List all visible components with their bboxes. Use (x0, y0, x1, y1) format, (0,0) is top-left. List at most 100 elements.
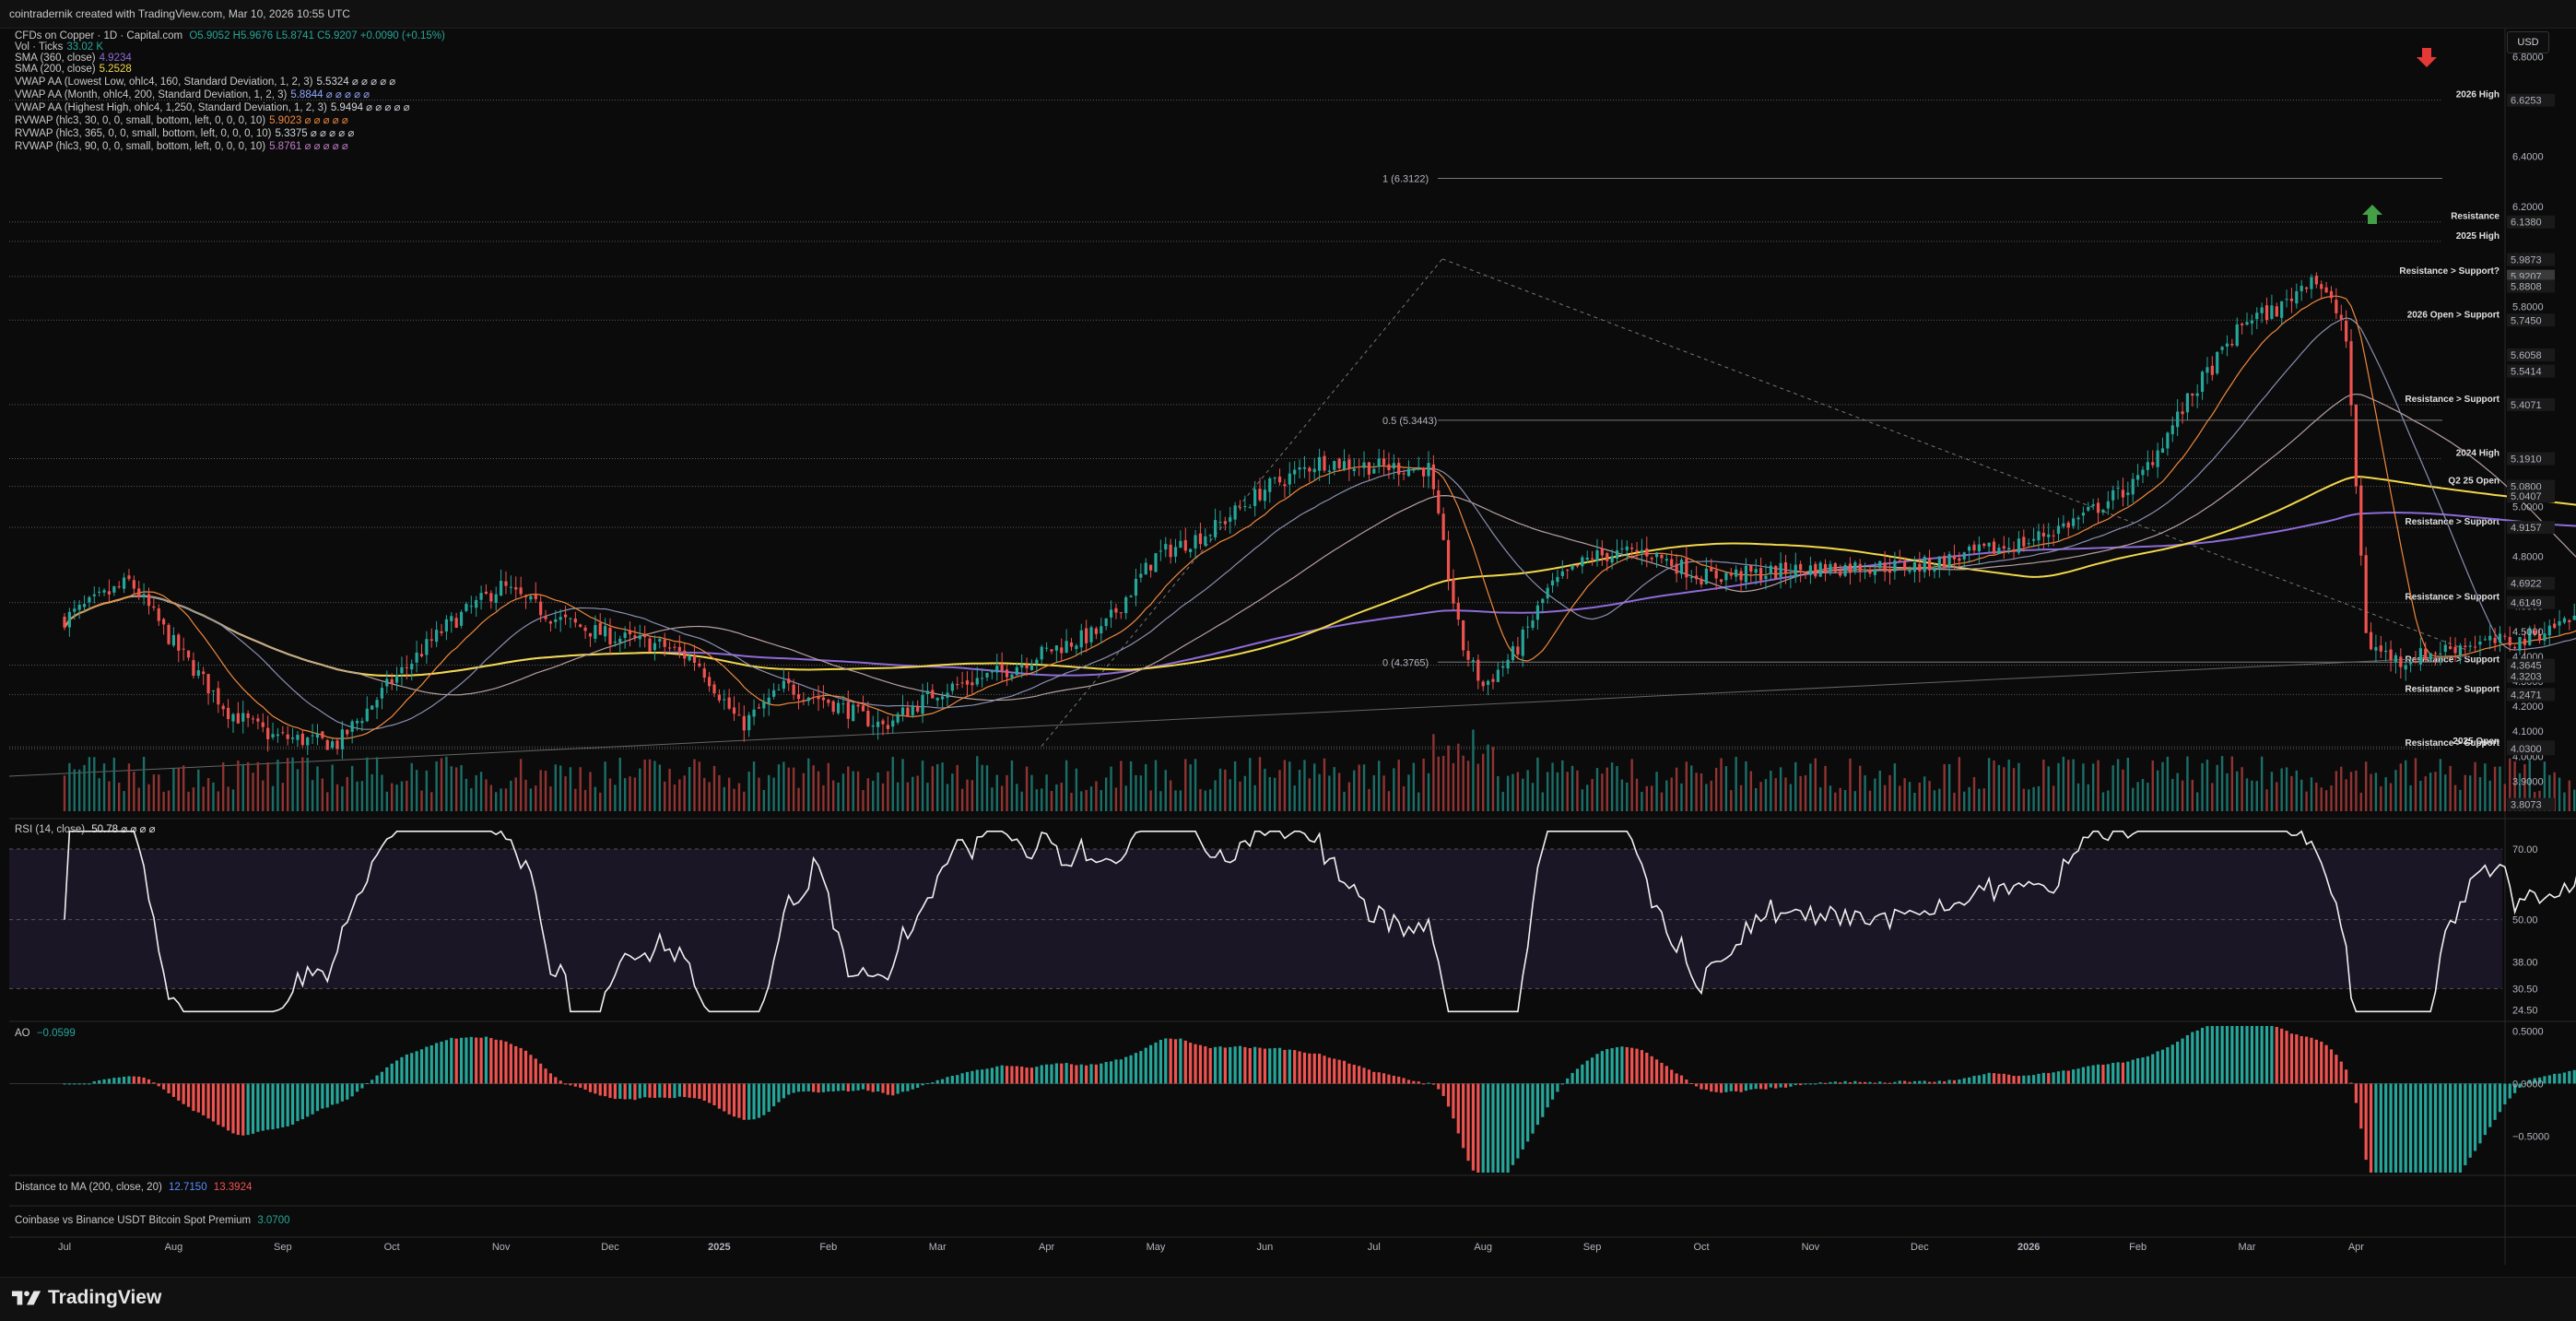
candle-body (1749, 565, 1753, 572)
indicator-row[interactable]: SMA (200, close) 5.2528 (15, 64, 445, 75)
indicator-row[interactable]: RVWAP (hlc3, 90, 0, 0, small, bottom, le… (15, 139, 445, 152)
ao-bar (469, 1036, 473, 1084)
volume-bar (2122, 769, 2124, 811)
volume-bar (1645, 785, 1648, 811)
volume-bar (266, 761, 269, 811)
ao-bar (454, 1038, 458, 1084)
indicator-row[interactable]: RVWAP (hlc3, 365, 0, 0, small, bottom, l… (15, 126, 445, 139)
candle-body (1933, 568, 1936, 572)
candle-body (1654, 552, 1659, 558)
volume-bar (460, 765, 463, 811)
candle-body (1402, 473, 1406, 475)
candle-body (608, 627, 612, 645)
candle-body (1159, 550, 1162, 552)
volume-bar (2186, 756, 2189, 811)
candle-body (856, 704, 860, 707)
candle-body (350, 721, 354, 732)
candle-body (1189, 548, 1193, 552)
trendline (8, 655, 2471, 777)
ao-bar (1169, 1038, 1172, 1084)
indicator-row[interactable]: VWAP AA (Lowest Low, ohlc4, 160, Standar… (15, 75, 445, 88)
volume-bar (385, 791, 389, 811)
tradingview-logo[interactable]: TradingView (11, 1287, 161, 1309)
volume-bar (2359, 792, 2362, 811)
candle-body (2121, 489, 2125, 498)
legend-title-row[interactable]: CFDs on Copper · 1D · Capital.com O5.905… (15, 30, 445, 41)
volume-bar (1700, 773, 1703, 811)
ao-bar (92, 1080, 96, 1084)
candle-body (1437, 489, 1441, 513)
candle-body (2062, 523, 2065, 527)
volume-bar (2226, 773, 2229, 811)
date-tick-label: Dec (601, 1242, 619, 1253)
candle-body (2409, 662, 2413, 665)
ao-bar (772, 1083, 776, 1107)
candle-body (2394, 655, 2398, 663)
ao-bar (1069, 1064, 1074, 1084)
volume-bar (1377, 761, 1381, 811)
ao-bar (1134, 1053, 1138, 1084)
candle-body (1238, 507, 1242, 509)
volume-bar (2419, 780, 2422, 811)
ao-bar (152, 1082, 156, 1084)
indicator-row[interactable]: VWAP AA (Month, ohlc4, 200, Standard Dev… (15, 88, 445, 100)
candle-body (1893, 560, 1897, 572)
rsi-legend[interactable]: RSI (14, close) 50.78 ⌀ ⌀ ⌀ ⌀ (15, 822, 156, 835)
volume-bar (1804, 775, 1807, 811)
ao-legend[interactable]: AO −0.0599 (15, 1028, 76, 1039)
candle-body (1664, 559, 1668, 561)
ao-bar (296, 1083, 300, 1122)
candle-body (554, 619, 558, 622)
candle-body (1710, 567, 1713, 572)
candle-body (534, 594, 537, 600)
indicator-row[interactable]: Vol · Ticks 33.02 K (15, 41, 445, 53)
ao-bar (1119, 1059, 1123, 1084)
volume-bar (2488, 780, 2491, 811)
candle-body (2345, 320, 2348, 342)
indicator-row[interactable]: VWAP AA (Highest High, ohlc4, 1,250, Sta… (15, 100, 445, 113)
ao-bar (2230, 1026, 2234, 1084)
candle-body (2503, 635, 2507, 637)
candle-body (266, 727, 270, 739)
premium-legend[interactable]: Coinbase vs Binance USDT Bitcoin Spot Pr… (15, 1215, 290, 1226)
candle-body (77, 604, 81, 610)
candle-body (946, 692, 949, 698)
volume-bar (1958, 757, 1961, 811)
indicator-row[interactable]: SMA (360, close) 4.9234 (15, 53, 445, 64)
ao-bar (1729, 1083, 1733, 1091)
ao-bar (331, 1083, 335, 1105)
price-label-box (2507, 797, 2555, 811)
indicator-value: 5.8844 ⌀ ⌀ ⌀ ⌀ ⌀ (290, 89, 371, 100)
volume-bar (841, 773, 845, 811)
candle-body (539, 601, 543, 616)
price-label: 5.0407 (2511, 491, 2542, 502)
volume-bar (2201, 762, 2204, 811)
ao-bar (2151, 1054, 2155, 1084)
ao-bar (1312, 1053, 1316, 1084)
indicator-row[interactable]: RVWAP (hlc3, 30, 0, 0, small, bottom, le… (15, 113, 445, 126)
ao-bar (2468, 1083, 2472, 1158)
ao-bar (1968, 1077, 1971, 1084)
candle-body (1481, 681, 1485, 687)
currency-button[interactable]: USD (2507, 31, 2549, 53)
distance-legend[interactable]: Distance to MA (200, close, 20) 12.7150 … (15, 1182, 252, 1193)
volume-bar (1169, 780, 1172, 811)
ao-bar (1546, 1083, 1549, 1108)
volume-bar (1586, 784, 1589, 811)
volume-bar (926, 783, 929, 811)
ao-bar (1412, 1080, 1416, 1084)
ao-bar (2320, 1041, 2323, 1084)
candle-body (2017, 538, 2021, 553)
candle-body (2027, 543, 2030, 545)
volume-bar (2548, 774, 2551, 811)
candle-body (196, 670, 200, 677)
ao-bar (98, 1079, 101, 1084)
candle-body (876, 721, 880, 727)
volume-bar (2414, 758, 2417, 811)
ao-bar (648, 1083, 652, 1098)
ao-bar (1789, 1083, 1793, 1087)
volume-bar (2211, 783, 2214, 811)
volume-bar (1695, 773, 1698, 811)
volume-bar (406, 780, 408, 811)
candle-body (852, 704, 855, 722)
